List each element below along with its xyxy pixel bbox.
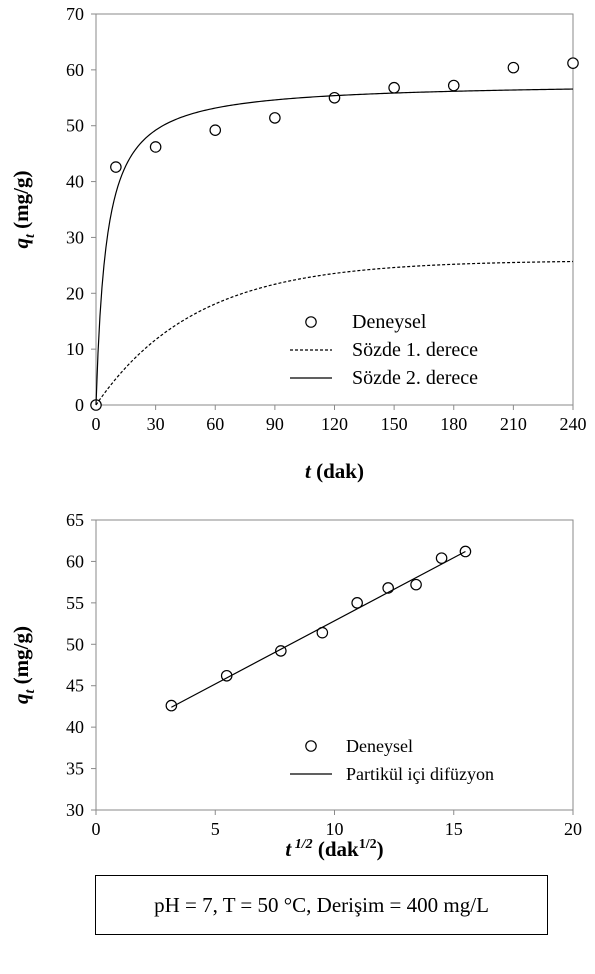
legend-label: Deneysel — [346, 736, 413, 756]
legend: Deneysel Partikül içi difüzyon — [290, 736, 494, 784]
y-tick-label: 45 — [66, 676, 84, 696]
kinetics-chart: 0 30 60 90 120 150 180 210 240 0 10 20 30 40 50 60 70 t (… — [9, 4, 587, 483]
legend-label: Sözde 2. derece — [352, 367, 478, 389]
data-point — [351, 597, 363, 609]
x-tick-label: 150 — [381, 414, 408, 434]
x-tick-label: 180 — [440, 414, 467, 434]
data-point — [165, 699, 178, 712]
legend-label: Deneysel — [352, 311, 427, 333]
data-point — [209, 124, 222, 136]
y-tick-label: 0 — [75, 395, 84, 415]
series-line-solid — [95, 88, 574, 406]
plot-frame — [95, 519, 574, 811]
y-axis-title: qt (mg/g) — [9, 171, 38, 249]
series-line-dashed — [95, 260, 574, 406]
y-tick-label: 70 — [66, 4, 84, 24]
legend: Deneysel Sözde 1. derece Sözde 2. derece — [290, 311, 478, 389]
x-tick-label: 60 — [206, 414, 224, 434]
x-tick-label: 210 — [500, 414, 527, 434]
x-tick-label: 30 — [147, 414, 165, 434]
x-tick-label: 240 — [560, 414, 587, 434]
conditions-box: pH = 7, T = 50 °C, Derişim = 400 mg/L — [95, 875, 548, 935]
y-tick-label: 10 — [66, 339, 84, 359]
plot-frame — [95, 13, 574, 406]
y-tick-label: 60 — [66, 551, 84, 571]
legend-label: Sözde 1. derece — [352, 339, 478, 361]
series-line-solid — [171, 550, 466, 708]
data-point — [110, 161, 122, 173]
y-tick-label: 30 — [66, 800, 84, 820]
x-tick-label: 10 — [326, 819, 344, 839]
legend-marker — [305, 740, 317, 752]
y-tick-label: 20 — [66, 283, 84, 303]
y-tick-label: 35 — [66, 759, 84, 779]
data-point — [382, 582, 394, 594]
y-tick-label: 30 — [66, 227, 84, 247]
y-tick-label: 60 — [66, 60, 84, 80]
y-tick-label: 55 — [66, 593, 84, 613]
plot-area: 0 30 60 90 120 150 180 210 240 0 10 20 30 40 50 60 70 t (… — [9, 4, 587, 483]
data-point — [507, 61, 520, 74]
diffusion-chart: 0 5 10 15 20 30 35 40 45 50 55 60 65 t 1/2 (dak1/2) qt… — [9, 510, 582, 861]
legend-label: Partikül içi difüzyon — [346, 764, 494, 784]
x-tick-label: 5 — [211, 819, 220, 839]
data-point — [328, 91, 341, 104]
data-point — [410, 578, 422, 591]
x-axis-title: t 1/2 (dak1/2) — [285, 837, 383, 861]
y-tick-label: 40 — [66, 172, 84, 192]
data-point — [435, 552, 448, 564]
data-point — [388, 81, 400, 94]
plot-area: 0 5 10 15 20 30 35 40 45 50 55 60 65 t 1/2 (dak1/2) qt… — [9, 510, 582, 861]
conditions-text: pH = 7, T = 50 °C, Derişim = 400 mg/L — [154, 892, 489, 917]
y-tick-label: 50 — [66, 116, 84, 136]
x-tick-label: 90 — [266, 414, 284, 434]
data-point — [149, 141, 162, 153]
y-axis-title: qt (mg/g) — [9, 626, 38, 704]
data-point — [447, 79, 460, 92]
data-point — [269, 112, 281, 124]
legend-marker — [305, 316, 317, 328]
y-tick-label: 65 — [66, 510, 84, 530]
y-tick-label: 40 — [66, 717, 84, 737]
x-tick-label: 15 — [445, 819, 463, 839]
y-tick-label: 50 — [66, 634, 84, 654]
x-axis-title: t (dak) — [305, 459, 364, 483]
x-tick-label: 120 — [321, 414, 348, 434]
x-tick-label: 0 — [92, 819, 101, 839]
data-point — [567, 57, 579, 69]
x-tick-label: 0 — [92, 414, 101, 434]
x-tick-label: 20 — [564, 819, 582, 839]
